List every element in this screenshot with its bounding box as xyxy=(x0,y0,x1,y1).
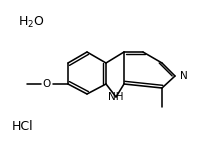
Text: HCl: HCl xyxy=(12,119,34,133)
Text: N: N xyxy=(180,71,188,81)
Text: NH: NH xyxy=(108,92,124,102)
Text: H$_2$O: H$_2$O xyxy=(18,14,45,29)
Text: O: O xyxy=(43,79,51,89)
